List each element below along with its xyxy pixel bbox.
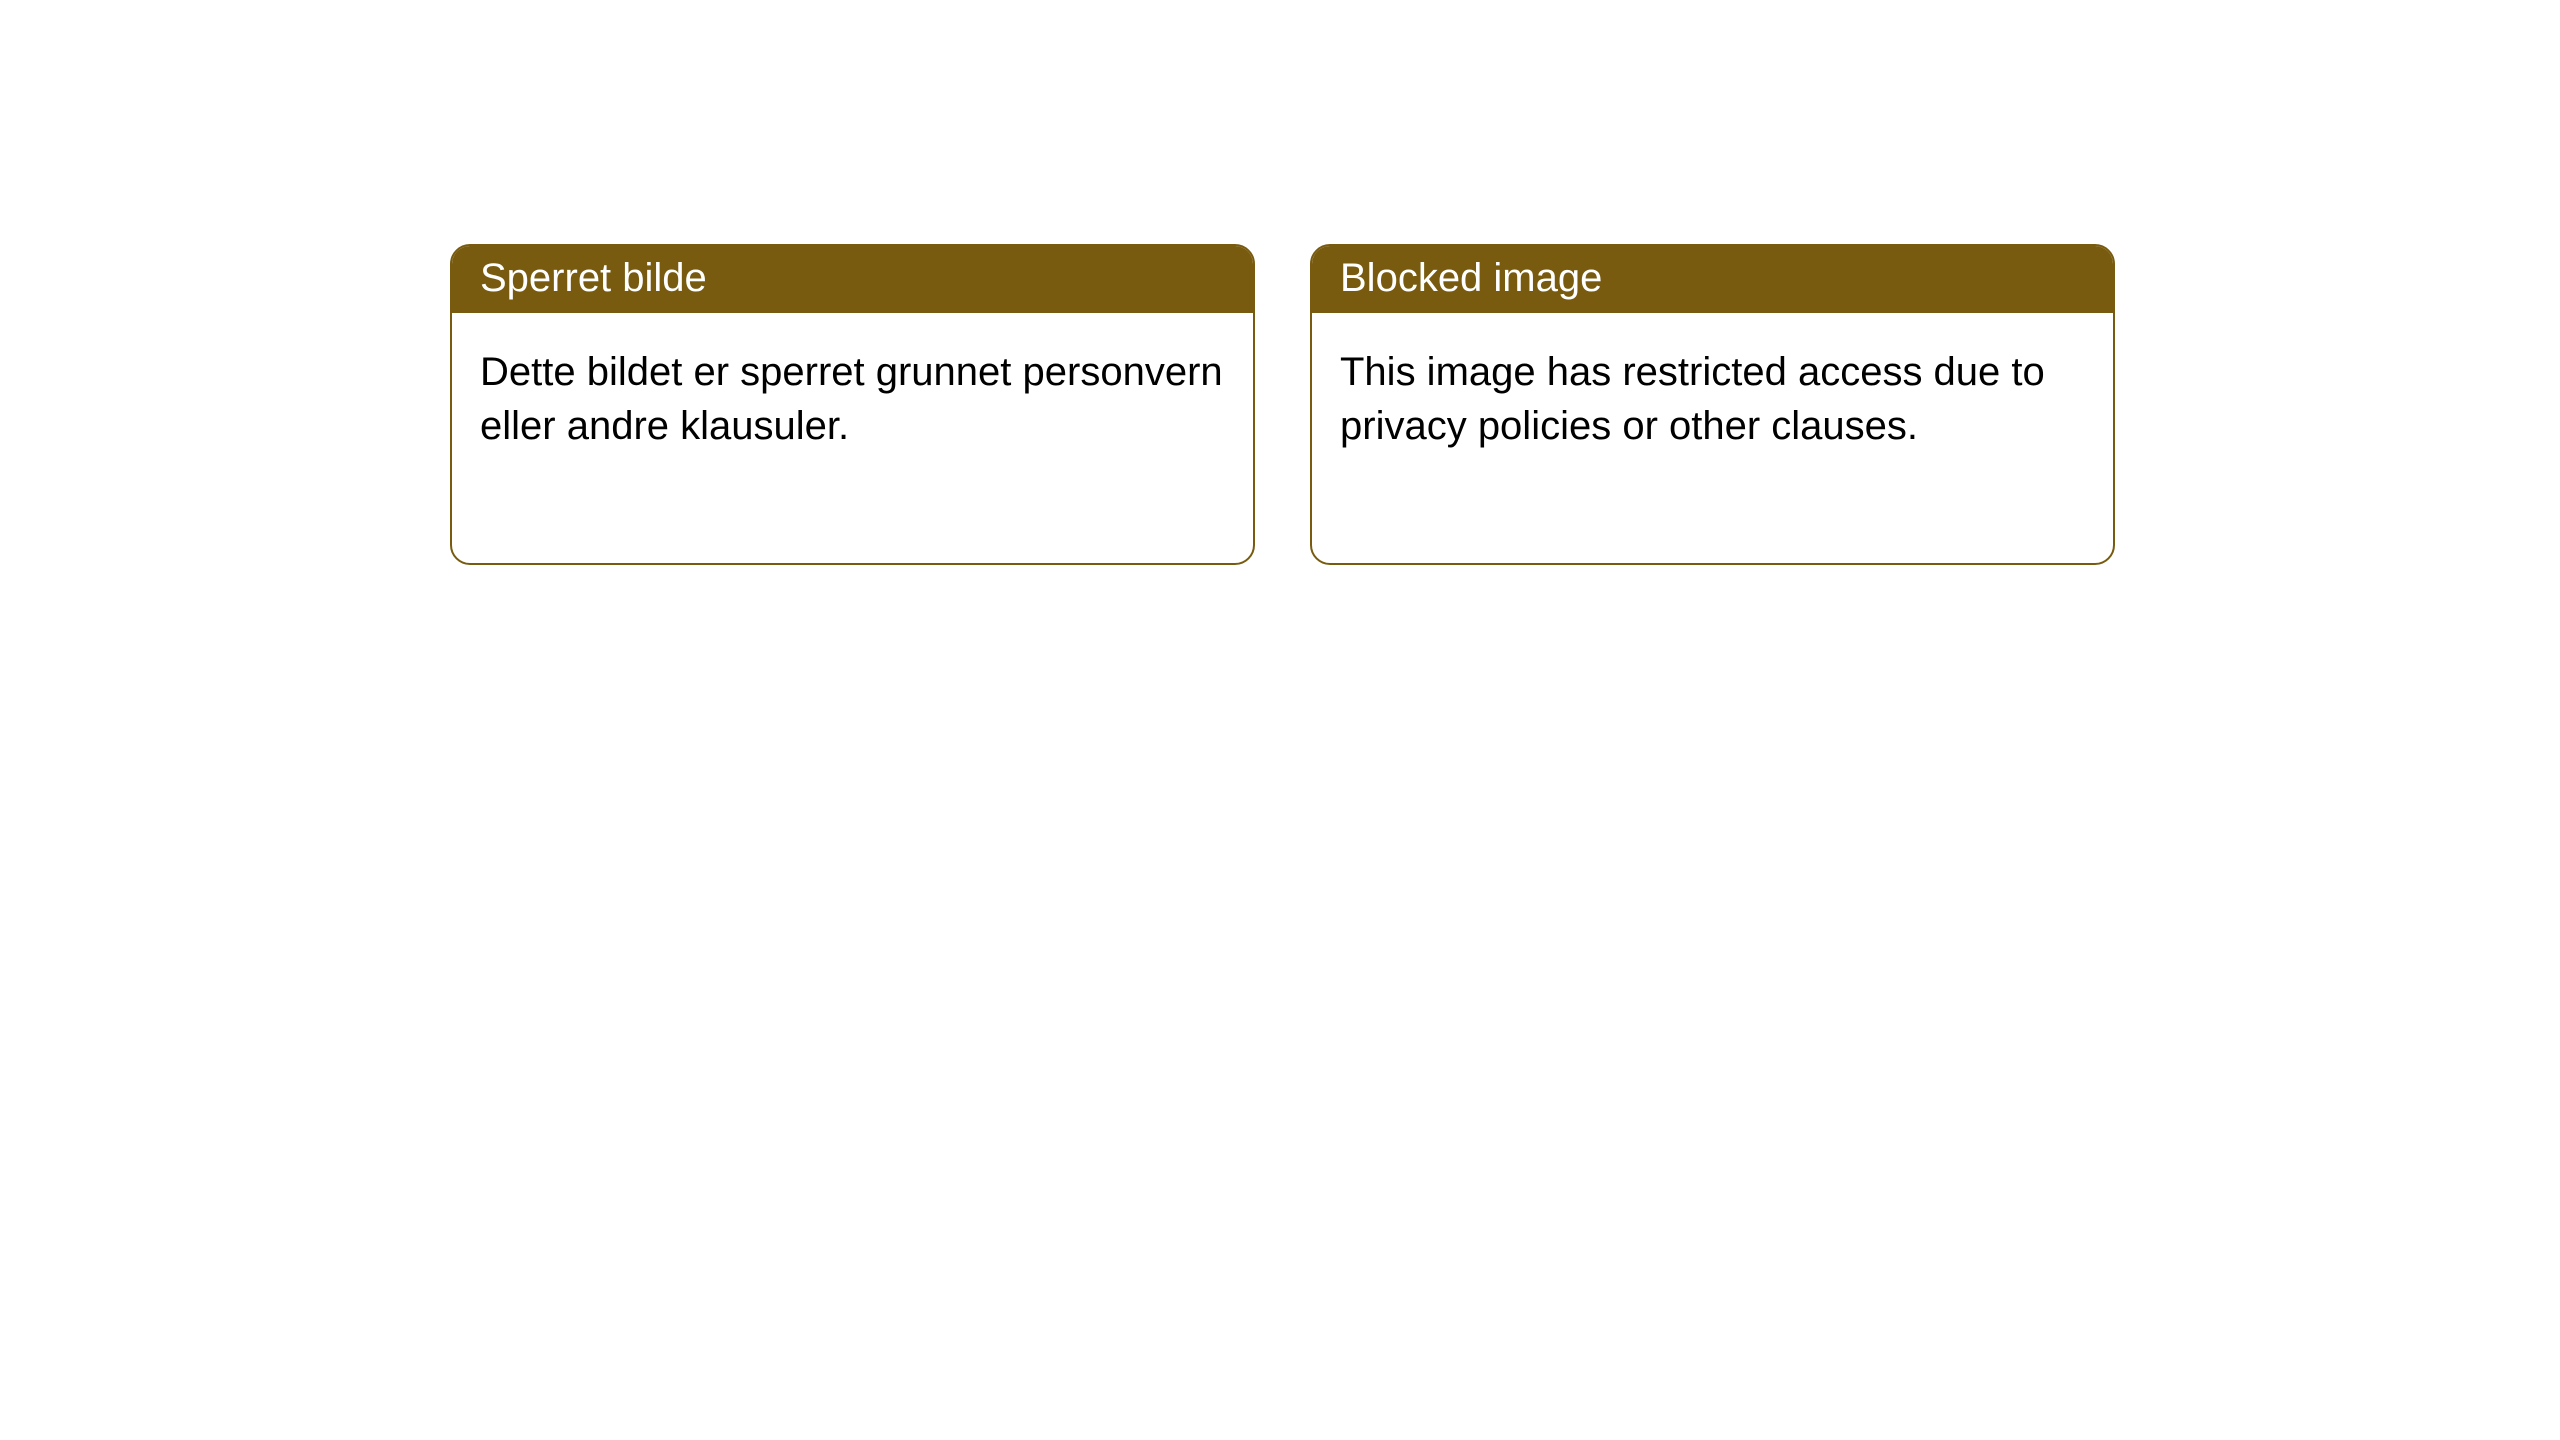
blocked-image-card-norwegian: Sperret bilde Dette bildet er sperret gr… [450, 244, 1255, 565]
notice-container: Sperret bilde Dette bildet er sperret gr… [450, 244, 2115, 565]
card-body-norwegian: Dette bildet er sperret grunnet personve… [452, 313, 1253, 563]
card-header-norwegian: Sperret bilde [452, 246, 1253, 313]
card-header-english: Blocked image [1312, 246, 2113, 313]
card-body-english: This image has restricted access due to … [1312, 313, 2113, 563]
blocked-image-card-english: Blocked image This image has restricted … [1310, 244, 2115, 565]
